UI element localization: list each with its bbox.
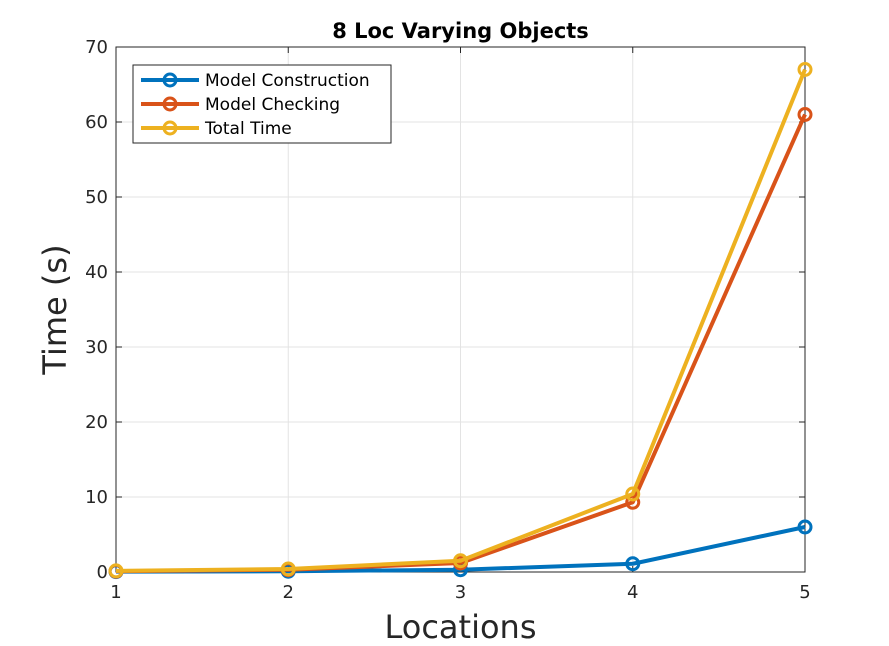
chart-title: 8 Loc Varying Objects bbox=[332, 19, 589, 43]
legend-entry: Model Checking bbox=[141, 95, 340, 115]
x-tick-label: 5 bbox=[799, 582, 810, 603]
data-point bbox=[625, 494, 641, 510]
legend-marker bbox=[162, 120, 178, 136]
y-tick-label: 10 bbox=[85, 487, 108, 508]
series-layer bbox=[108, 62, 813, 580]
x-tick-label: 3 bbox=[455, 582, 466, 603]
legend: Model Construction Model Checking Total Ti… bbox=[132, 64, 392, 144]
grid-lines bbox=[115, 46, 806, 573]
axes-box bbox=[115, 46, 806, 573]
y-tick-label: 0 bbox=[97, 562, 108, 583]
x-tick-label: 2 bbox=[283, 582, 294, 603]
data-point bbox=[797, 107, 813, 122]
x-axis-label: Locations bbox=[384, 608, 536, 646]
y-tick-label: 70 bbox=[85, 37, 108, 58]
legend-label: Model Checking bbox=[205, 95, 340, 115]
data-point bbox=[797, 62, 813, 77]
data-point bbox=[625, 486, 641, 502]
y-tick-label: 20 bbox=[85, 412, 108, 433]
legend-entry: Total Time bbox=[141, 119, 292, 139]
x-tick-label: 1 bbox=[110, 582, 121, 603]
data-point bbox=[453, 553, 468, 569]
series-total-time bbox=[108, 62, 813, 579]
legend-marker bbox=[162, 72, 178, 88]
legend-entry: Model Construction bbox=[141, 71, 370, 91]
legend-marker bbox=[162, 96, 178, 112]
series-line bbox=[115, 68, 807, 573]
data-point bbox=[280, 561, 296, 577]
x-tick-label: 4 bbox=[627, 582, 638, 603]
legend-label: Total Time bbox=[204, 119, 292, 139]
y-axis-label: Time (s) bbox=[36, 244, 74, 375]
y-tick-label: 60 bbox=[85, 112, 108, 133]
data-point bbox=[625, 556, 641, 572]
y-tick-label: 30 bbox=[85, 337, 108, 358]
y-tick-label: 50 bbox=[85, 187, 108, 208]
data-point bbox=[797, 519, 813, 535]
y-tick-label: 40 bbox=[85, 262, 108, 283]
legend-label: Model Construction bbox=[205, 71, 370, 91]
data-point bbox=[108, 563, 124, 579]
